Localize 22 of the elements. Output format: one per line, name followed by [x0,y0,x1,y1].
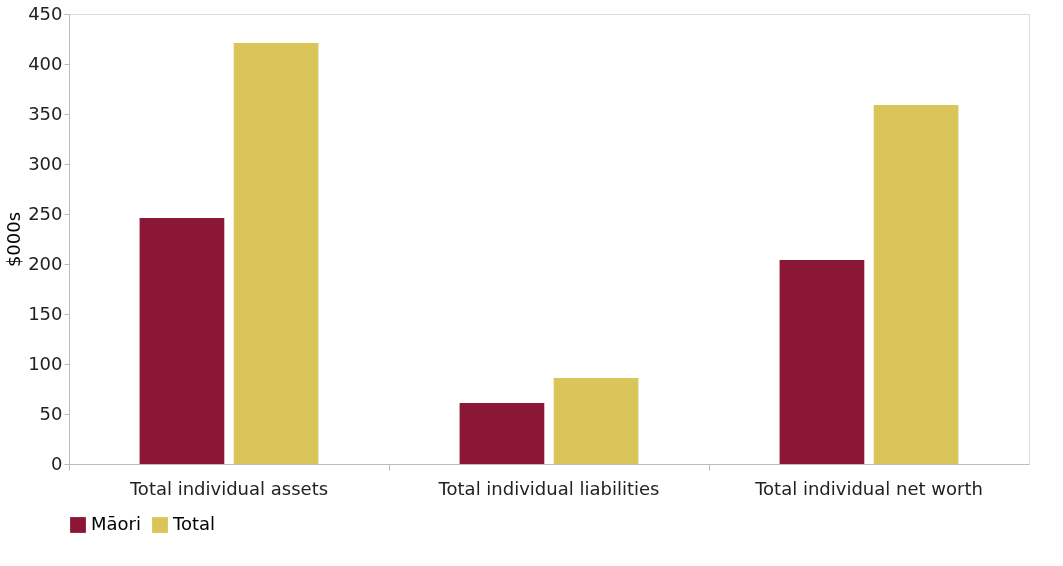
bar [779,260,865,464]
y-axis-title: $000s [3,211,25,268]
bar [139,218,225,464]
y-tick-label: 0 [51,452,63,474]
y-tick-label: 450 [28,2,63,24]
y-tick-label: 400 [28,52,63,74]
y-tick-label: 100 [28,352,63,374]
bar [459,403,545,464]
y-tick-label: 200 [28,252,63,274]
y-tick-label: 50 [39,402,63,424]
x-tick-label: Total individual liabilities [437,477,660,499]
x-tick-label: Total individual net worth [754,477,983,499]
y-tick-label: 300 [28,152,63,174]
y-tick-label: 150 [28,302,63,324]
bar [873,105,959,464]
x-tick-label: Total individual assets [128,477,329,499]
y-tick-label: 350 [28,102,63,124]
bar [233,43,319,464]
legend-label: Māori [91,513,141,534]
legend-label: Total [172,513,216,534]
y-tick-label: 250 [28,202,63,224]
bar [553,378,639,464]
